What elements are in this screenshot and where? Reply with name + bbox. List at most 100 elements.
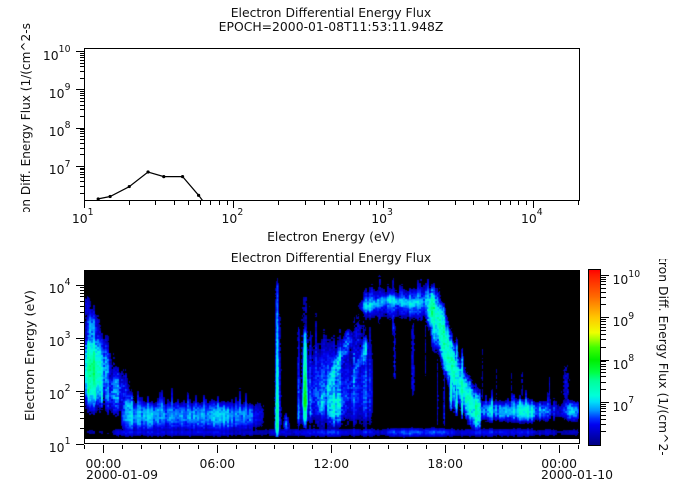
bottom-ytick-minor (80, 345, 85, 347)
colorbar-tick-minor (601, 389, 606, 391)
bottom-ytick-minor (80, 353, 85, 355)
top-xtick-minor (368, 201, 370, 205)
top-ytick-major (76, 165, 85, 167)
bottom-xtick-minor (273, 444, 275, 449)
top-xtick-label: 10 1 (71, 207, 94, 226)
top-ytick-minor (80, 185, 85, 187)
colorbar-tick-label: 10 9 (612, 310, 635, 330)
top-xtick-minor (473, 201, 475, 205)
colorbar-tick-minor (601, 284, 606, 286)
colorbar-tick-minor (601, 319, 606, 321)
bottom-ytick-minor (80, 402, 85, 404)
bottom-ytick-minor (80, 300, 85, 302)
top-ytick-minor (80, 116, 85, 118)
top-xtick-minor (577, 201, 579, 205)
colorbar-tick-minor (601, 405, 606, 407)
top-ytick-minor (80, 59, 85, 61)
colorbar-tick-minor (601, 414, 606, 416)
top-ytick-minor (80, 93, 85, 95)
top-ytick-minor (80, 171, 85, 173)
top-xtick-minor (323, 201, 325, 205)
colorbar-tick-label: 10 7 (612, 395, 635, 414)
top-ytick-label: 10 8 (48, 120, 71, 139)
bottom-ytick-major (76, 390, 85, 392)
top-title: Electron Differential Energy Flux (230, 5, 432, 20)
top-ytick-major (76, 89, 85, 91)
bottom-ytick-minor (80, 312, 85, 314)
top-ytick-minor (80, 62, 85, 64)
bottom-ytick-minor (80, 406, 85, 408)
top-xtick-minor (304, 201, 306, 205)
bottom-ytick-label: 10 1 (48, 436, 71, 455)
bottom-xtick-major (558, 444, 560, 453)
bottom-ytick-minor (80, 321, 85, 323)
top-ytick-major (76, 51, 85, 53)
bottom-xtick-minor (501, 444, 503, 449)
colorbar-tick-minor (601, 423, 606, 425)
top-ytick-minor (80, 104, 85, 106)
top-plot-area (84, 48, 580, 201)
colorbar-tick-minor (601, 339, 606, 341)
bottom-ytick-minor (80, 365, 85, 367)
top-xtick-minor (487, 201, 489, 205)
colorbar-tick-minor (601, 291, 606, 293)
bottom-xtick-minor (311, 444, 313, 449)
bottom-xtick-label: 12:00 (313, 455, 350, 471)
top-xtick-minor (188, 201, 190, 205)
bottom-ytick-major (76, 284, 85, 286)
colorbar-tick-minor (601, 372, 606, 374)
colorbar-tick-minor (601, 326, 606, 328)
colorbar-tick-minor (601, 366, 606, 368)
top-xtick-minor (499, 201, 501, 205)
bottom-xtick-label: 18:00 (427, 455, 464, 471)
colorbar-tick-minor (601, 346, 606, 348)
colorbar-tick-minor (601, 321, 606, 323)
colorbar-tick-minor (601, 381, 606, 383)
colorbar-tick-minor (601, 304, 606, 306)
bottom-xtick-major (102, 444, 104, 453)
bottom-ytick-minor (80, 392, 85, 394)
colorbar-tick-minor (601, 363, 606, 365)
bottom-xtick-label: 06:00 (199, 455, 236, 471)
top-ytick-minor (80, 174, 85, 176)
top-xtick-minor (509, 201, 511, 205)
bottom-xtick-minor (463, 444, 465, 449)
bottom-xtick-minor (520, 444, 522, 449)
top-ytick-minor (80, 142, 85, 144)
top-xtick-minor (226, 201, 228, 205)
bottom-xtick-minor (83, 444, 85, 449)
bottom-ytick-minor (80, 398, 85, 400)
bottom-xtick-minor (406, 444, 408, 449)
top-ytick-minor (80, 66, 85, 68)
spectrogram-image (85, 271, 579, 439)
top-xtick-minor (155, 201, 157, 205)
bottom-ytick-minor (80, 349, 85, 351)
top-ytick-minor (80, 177, 85, 179)
bottom-ylabel: Electron Energy (eV) (21, 289, 37, 421)
top-ytick-minor (80, 57, 85, 59)
bottom-xtick-minor (292, 444, 294, 449)
top-xaxis-label: Electron Energy (eV) (267, 229, 395, 244)
colorbar-tick-label: 10 8 (612, 353, 635, 372)
top-ytick-minor (80, 154, 85, 156)
top-xtick-minor (200, 201, 202, 205)
bottom-xtick-minor (197, 444, 199, 449)
bottom-xtick-minor (577, 444, 579, 449)
top-ytick-minor (80, 169, 85, 171)
bottom-ytick-minor (80, 289, 85, 291)
top-xtick-major (383, 201, 385, 209)
bottom-ytick-label: 10 4 (48, 277, 71, 297)
colorbar-tick-minor (601, 368, 606, 370)
top-xtick-label: 10 3 (371, 207, 393, 226)
bottom-xtick-minor (539, 444, 541, 449)
colorbar-tick-minor (601, 418, 606, 420)
top-ytick-label: 10 9 (48, 82, 71, 101)
bottom-xtick-label: 00:00 (541, 455, 578, 471)
top-ytick-minor (80, 147, 85, 149)
top-ytick-minor (80, 192, 85, 194)
bottom-ytick-minor (80, 374, 85, 376)
bottom-ytick-minor (80, 287, 85, 289)
bottom-xtick-major (330, 444, 332, 453)
top-ytick-minor (80, 71, 85, 73)
top-xtick-minor (518, 201, 520, 205)
